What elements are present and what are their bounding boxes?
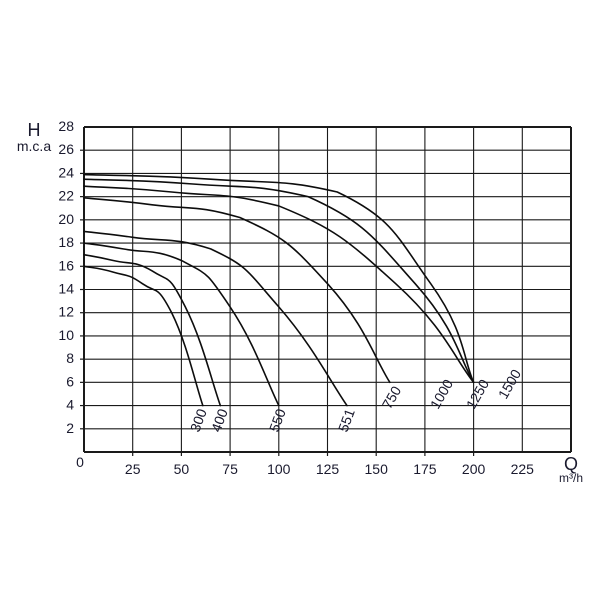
svg-text:75: 75 <box>222 461 238 477</box>
svg-text:20: 20 <box>58 211 74 227</box>
svg-text:16: 16 <box>58 257 74 273</box>
svg-text:50: 50 <box>174 461 190 477</box>
svg-text:100: 100 <box>267 461 291 477</box>
svg-text:m³/h: m³/h <box>559 471 583 485</box>
svg-text:26: 26 <box>58 141 74 157</box>
svg-text:6: 6 <box>66 373 74 389</box>
svg-text:25: 25 <box>125 461 141 477</box>
svg-text:200: 200 <box>462 461 486 477</box>
svg-text:24: 24 <box>58 164 74 180</box>
svg-text:150: 150 <box>365 461 389 477</box>
svg-text:4: 4 <box>66 397 74 413</box>
svg-text:125: 125 <box>316 461 340 477</box>
svg-text:2: 2 <box>66 420 74 436</box>
svg-text:m.c.a: m.c.a <box>17 138 51 154</box>
svg-text:225: 225 <box>511 461 535 477</box>
svg-text:12: 12 <box>58 304 74 320</box>
svg-text:18: 18 <box>58 234 74 250</box>
svg-text:28: 28 <box>58 118 74 134</box>
svg-text:10: 10 <box>58 327 74 343</box>
svg-text:8: 8 <box>66 350 74 366</box>
svg-text:H: H <box>28 120 41 140</box>
svg-text:14: 14 <box>58 281 74 297</box>
svg-text:175: 175 <box>413 461 437 477</box>
svg-text:0: 0 <box>76 454 84 470</box>
svg-text:22: 22 <box>58 188 74 204</box>
